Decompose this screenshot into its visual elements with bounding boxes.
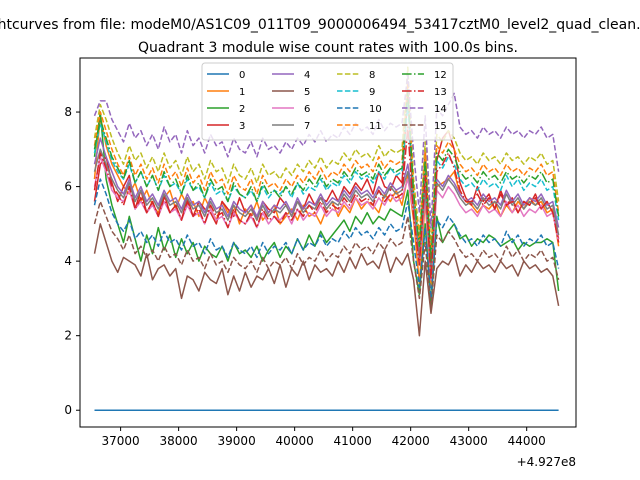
series-line-15 [93,200,560,311]
legend-label-14: 14 [434,104,447,115]
legend-label-2: 2 [239,104,245,115]
x-tick-label: 39000 [218,434,256,448]
x-tick-label: 43000 [450,434,488,448]
series-line-10 [93,178,560,300]
legend-label-4: 4 [304,70,310,81]
series-line-4 [93,137,560,266]
legend-label-12: 12 [434,70,447,81]
x-tick-label: 44000 [508,434,546,448]
y-tick-label: 8 [64,105,72,119]
y-tick-label: 4 [64,254,72,268]
y-tick-label: 0 [64,403,72,417]
series-line-6 [93,156,560,281]
legend-label-15: 15 [434,121,447,132]
y-tick-label: 6 [64,180,72,194]
series-line-11 [93,81,560,259]
series-line-2 [93,111,560,307]
legend-label-3: 3 [239,121,245,132]
legend-label-7: 7 [304,121,310,132]
series-layer [93,66,560,411]
y-tick-label: 2 [64,329,72,343]
axes-frame [79,57,577,428]
series-line-5 [93,223,560,337]
legend-label-5: 5 [304,87,310,98]
x-tick-label: 40000 [276,434,314,448]
figure-suptitle: Lightcurves from file: modeM0/AS1C09_011… [0,17,640,33]
y-axis: 0 2 4 6 8 [64,105,80,417]
series-line-9 [93,103,560,262]
legend-box [201,62,454,141]
x-tick-label: 38000 [160,434,198,448]
x-axis: 37000 38000 39000 40000 41000 42000 43000 44000 [102,427,546,448]
x-tick-label: 37000 [102,434,140,448]
legend-label-8: 8 [369,70,375,81]
legend-label-0: 0 [239,70,245,81]
series-line-13 [93,126,560,281]
legend-label-6: 6 [304,104,310,115]
series-line-7 [93,148,560,274]
legend-label-1: 1 [239,87,245,98]
chart-title: Quadrant 3 module wise count rates with … [138,40,518,56]
x-tick-label: 41000 [334,434,372,448]
legend-label-9: 9 [369,87,375,98]
series-line-14 [93,74,560,229]
x-tick-label: 42000 [392,434,430,448]
legend-label-13: 13 [434,87,447,98]
legend-label-10: 10 [369,104,382,115]
series-line-12 [93,88,560,262]
legend-label-11: 11 [369,121,382,132]
x-axis-offset-label: +4.927e8 [517,455,576,469]
series-line-8 [93,66,560,251]
